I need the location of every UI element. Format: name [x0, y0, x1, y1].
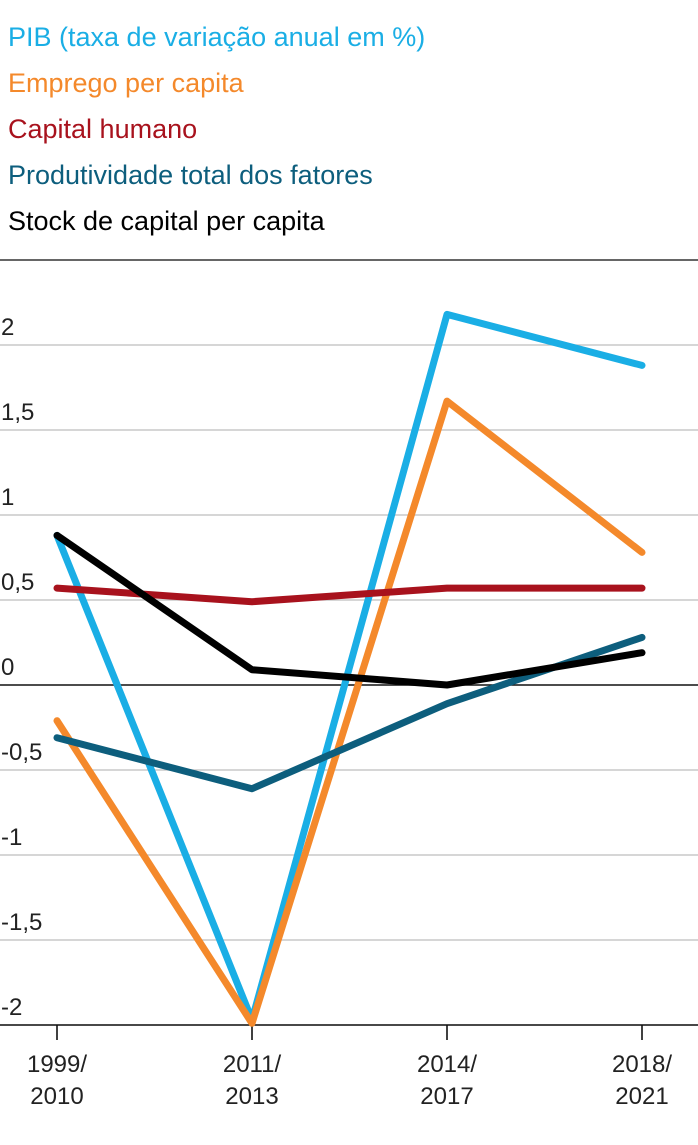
- legend-item-capital-humano: Capital humano: [8, 114, 198, 144]
- y-tick-label: -2: [1, 994, 22, 1021]
- y-tick-label: 0,5: [1, 569, 34, 596]
- x-tick-label: 2014/2017: [417, 1051, 477, 1110]
- stock-capital-line: [53, 531, 646, 689]
- y-tick-label: -1: [1, 824, 22, 851]
- series-lines: [53, 310, 646, 1027]
- legend-item-pib: PIB (taxa de variação anual em %): [8, 22, 426, 52]
- grid: [0, 344, 698, 1026]
- x-tick-label: 1999/2010: [27, 1051, 87, 1110]
- y-tick-label: -0,5: [1, 739, 42, 766]
- x-tick-label: 2011/2013: [223, 1051, 282, 1110]
- legend: PIB (taxa de variação anual em %) Empreg…: [8, 14, 425, 244]
- pib-line: [53, 310, 646, 1024]
- capital-humano-line: [53, 584, 646, 606]
- legend-item-emprego: Emprego per capita: [8, 68, 244, 98]
- y-tick-label: 2: [1, 314, 14, 341]
- y-tick-label: 1,5: [1, 399, 34, 426]
- y-tick-label: 0: [1, 654, 14, 681]
- legend-item-produtividade: Produtividade total dos fatores: [8, 160, 373, 190]
- y-axis-ticks: 2 1,5 1 0,5 0 -0,5 -1 -1,5 -2: [1, 314, 42, 1021]
- x-axis: 1999/2010 2011/2013 2014/2017 2018/2021: [0, 1024, 698, 1110]
- emprego-line: [53, 397, 646, 1027]
- x-tick-label: 2018/2021: [612, 1051, 672, 1110]
- y-tick-label: 1: [1, 484, 14, 511]
- y-tick-label: -1,5: [1, 909, 42, 936]
- legend-item-stock-capital: Stock de capital per capita: [8, 206, 325, 236]
